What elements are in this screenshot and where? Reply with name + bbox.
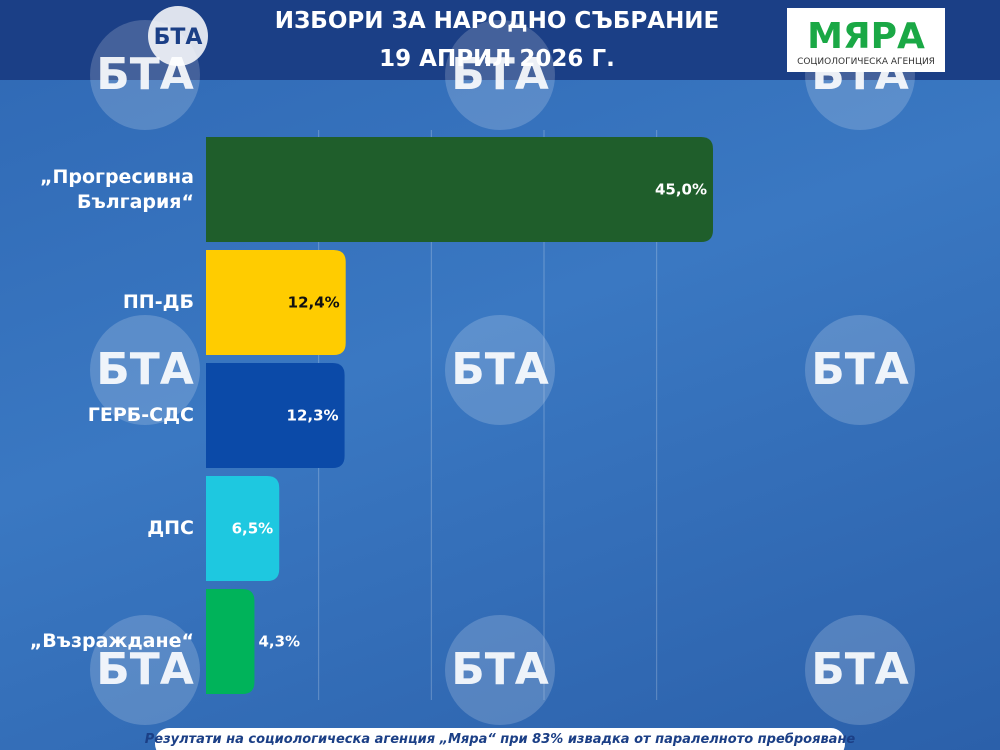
value-label: 45,0% (655, 181, 707, 199)
value-label: 4,3% (258, 633, 300, 651)
category-label: ПП-ДБ (122, 291, 194, 313)
watermark: БТА (96, 344, 194, 395)
logo-caption: СОЦИОЛОГИЧЕСКА АГЕНЦИЯ (797, 57, 935, 67)
value-label: 6,5% (232, 520, 274, 538)
watermark: БТА (811, 344, 909, 395)
logo-globe (148, 6, 208, 66)
category-label: „Възраждане“ (29, 630, 194, 652)
watermark-globe (90, 315, 200, 425)
watermark: БТА (451, 344, 549, 395)
category-label: ДПС (147, 517, 194, 539)
watermark-globe (805, 615, 915, 725)
watermark-globe (805, 315, 915, 425)
watermark: БТА (96, 644, 194, 695)
logo-left: БТА (154, 25, 203, 50)
bar (206, 137, 713, 242)
logo-right: МЯРА (807, 16, 925, 57)
watermark: БТА (451, 644, 549, 695)
watermark-globe (90, 615, 200, 725)
chart-subtitle: 19 АПРИЛ 2026 Г. (379, 46, 615, 72)
category-label: „Прогресивна България“ (39, 165, 194, 213)
bar (206, 363, 345, 468)
bar (206, 589, 255, 694)
watermark-globe (445, 615, 555, 725)
note-box (155, 728, 845, 750)
note: Резултати на социологическа агенция „Мяр… (145, 732, 856, 747)
bar (206, 250, 346, 355)
value-label: 12,3% (287, 407, 339, 425)
value-label: 12,4% (288, 294, 340, 312)
watermark: БТА (811, 644, 909, 695)
watermark-globe (445, 315, 555, 425)
bar (206, 476, 280, 581)
watermark-globe (445, 20, 555, 130)
chart-title: ИЗБОРИ ЗА НАРОДНО СЪБРАНИЕ (275, 8, 720, 34)
watermark: БТА (451, 49, 549, 100)
logo-box (787, 8, 945, 72)
category-label: ГЕРБ-СДС (87, 404, 194, 426)
